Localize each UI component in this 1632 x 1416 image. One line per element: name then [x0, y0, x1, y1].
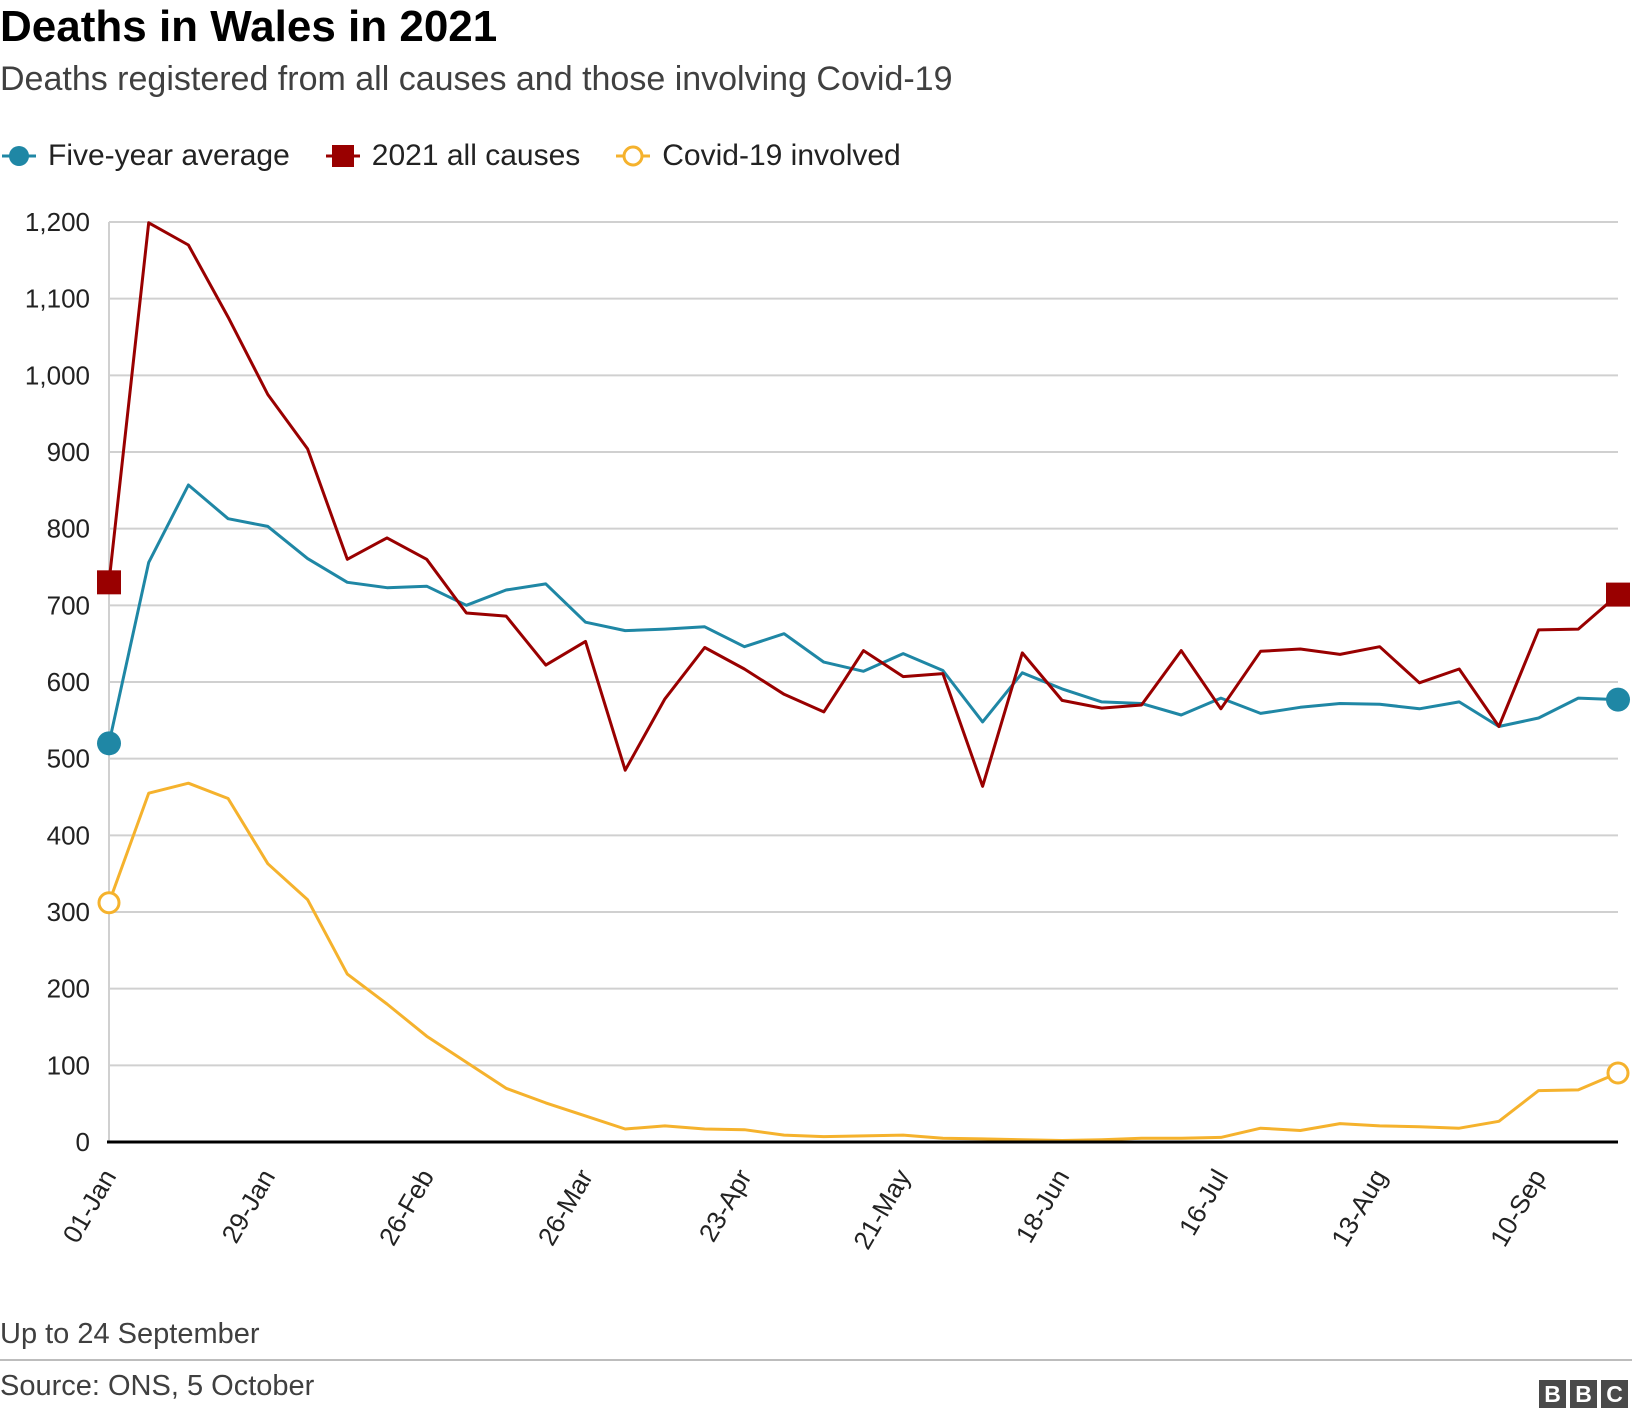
bbc-logo: B B C [1535, 1380, 1628, 1408]
x-tick-label: 01-Jan [56, 1164, 122, 1248]
endpoint-marker [97, 570, 121, 595]
endpoint-marker [1606, 1061, 1630, 1085]
legend-marker-open-circle-icon [616, 145, 651, 167]
legend-item-covid-19-involved: Covid-19 involved [614, 139, 901, 173]
x-tick-label: 26-Mar [532, 1164, 599, 1251]
endpoint-marker [1606, 687, 1630, 712]
bbc-logo-letter: B [1570, 1380, 1597, 1408]
covid-19-involved-line [107, 781, 1619, 1142]
source-credit: Source: ONS, 5 October [0, 1370, 315, 1402]
y-tick-label: 800 [47, 514, 90, 544]
x-tick-label: 18-Jun [1010, 1164, 1076, 1248]
y-tick-label: 0 [76, 1127, 90, 1157]
y-tick-label: 200 [47, 974, 90, 1004]
bbc-logo-letter: C [1601, 1380, 1628, 1408]
y-tick-label: 100 [47, 1050, 90, 1080]
x-tick-label: 26-Feb [373, 1164, 440, 1250]
y-tick-label: 1,200 [25, 207, 90, 237]
x-tick-label: 10-Sep [1484, 1164, 1552, 1252]
five-year-average-line [107, 483, 1619, 744]
y-tick-label: 700 [47, 590, 90, 620]
x-tick-label: 21-May [847, 1164, 916, 1254]
footer-divider [0, 1359, 1632, 1361]
chart-subtitle: Deaths registered from all causes and th… [0, 60, 953, 98]
y-tick-label: 1,100 [25, 284, 90, 314]
2021-all-causes-line [107, 221, 1619, 788]
y-tick-label: 400 [47, 820, 90, 850]
legend-marker-square-icon [325, 145, 360, 167]
legend: Five-year average 2021 all causes Covid-… [0, 136, 935, 176]
legend-label: Covid-19 involved [662, 139, 901, 172]
chart-title: Deaths in Wales in 2021 [0, 2, 498, 51]
x-tick-label: 29-Jan [215, 1164, 281, 1248]
endpoint-marker [97, 731, 121, 756]
x-tick-label: 13-Aug [1325, 1164, 1393, 1252]
bbc-logo-letter: B [1539, 1380, 1566, 1408]
legend-item-five-year-average: Five-year average [0, 139, 290, 173]
y-tick-label: 600 [47, 667, 90, 697]
line-chart: 0 100 200 300 400 500 600 700 800 900 1,000 1,100 1,… [25, 207, 1630, 1254]
legend-item-2021-all-causes: 2021 all causes [324, 139, 580, 173]
y-tick-label: 500 [47, 744, 90, 774]
chart-note: Up to 24 September [0, 1318, 260, 1350]
legend-marker-circle-icon [2, 146, 36, 166]
endpoint-marker [1606, 582, 1630, 607]
x-tick-label: 16-Jul [1173, 1164, 1234, 1240]
y-tick-label: 300 [47, 897, 90, 927]
legend-label: 2021 all causes [371, 139, 581, 172]
x-tick-label: 23-Apr [693, 1164, 758, 1247]
endpoint-marker [97, 891, 121, 915]
y-tick-label: 1,000 [25, 360, 90, 390]
y-tick-label: 900 [47, 437, 90, 467]
legend-label: Five-year average [48, 139, 290, 172]
